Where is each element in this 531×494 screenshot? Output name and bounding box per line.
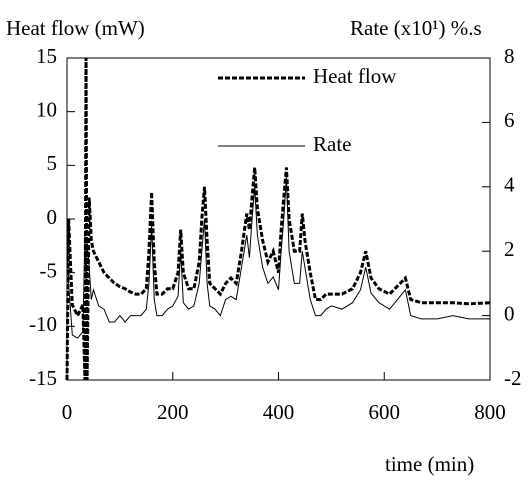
x-tick-label: 800 <box>474 400 506 424</box>
y-tick-label: 15 <box>36 44 57 68</box>
x-axis-title: time (min) <box>385 452 474 476</box>
series-line <box>65 57 491 381</box>
y2-axis-title: Rate (x10¹) %.s <box>350 16 482 40</box>
y2-tick-label: 8 <box>504 44 515 68</box>
legend-label: Rate <box>313 132 351 156</box>
y2-tick-label: 4 <box>504 173 515 197</box>
y-axis-title: Heat flow (mW) <box>6 16 145 40</box>
y-tick-label: -5 <box>40 258 58 282</box>
plot-frame <box>66 57 491 381</box>
x-tick-label: 600 <box>369 400 401 424</box>
y-tick-label: 5 <box>47 151 58 175</box>
y-tick-label: -15 <box>29 366 57 390</box>
y-tick-label: 0 <box>47 205 58 229</box>
y-tick-label: 10 <box>36 97 57 121</box>
series-line <box>66 177 490 339</box>
y2-tick-label: 6 <box>504 108 515 132</box>
y2-tick-label: -2 <box>504 366 522 390</box>
x-tick-label: 400 <box>263 400 295 424</box>
legend-label: Heat flow <box>313 64 397 88</box>
y2-tick-label: 2 <box>504 237 515 261</box>
x-tick-label: 0 <box>62 400 73 424</box>
y-tick-label: -10 <box>29 312 57 336</box>
x-tick-label: 200 <box>157 400 189 424</box>
y2-tick-label: 0 <box>504 301 515 325</box>
